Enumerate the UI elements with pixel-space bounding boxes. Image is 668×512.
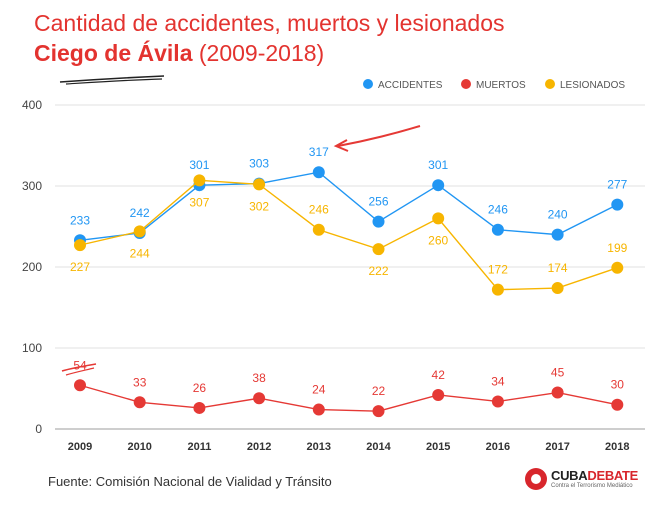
data-point-muertos xyxy=(611,398,624,411)
y-tick-label: 200 xyxy=(22,260,42,274)
data-label-muertos: 42 xyxy=(432,368,446,382)
data-label-accidentes: 317 xyxy=(309,145,329,159)
legend-label-accidentes: ACCIDENTES xyxy=(378,80,443,91)
data-point-muertos xyxy=(193,401,206,414)
data-label-muertos: 45 xyxy=(551,366,565,380)
series-line-accidentes xyxy=(79,171,618,241)
data-label-accidentes: 256 xyxy=(368,195,388,209)
y-tick-label: 400 xyxy=(22,98,42,112)
data-label-lesionados: 172 xyxy=(488,263,508,277)
data-point-lesionados xyxy=(193,174,206,187)
chart-title: Cantidad de accidentes, muertos y lesion… xyxy=(34,8,505,68)
data-label-accidentes: 277 xyxy=(607,178,627,192)
data-point-lesionados xyxy=(74,239,86,252)
legend-label-muertos: MUERTOS xyxy=(476,80,526,91)
data-point-lesionados xyxy=(372,243,385,256)
data-label-lesionados: 260 xyxy=(428,233,448,247)
data-point-muertos xyxy=(74,379,86,392)
data-label-muertos: 26 xyxy=(193,381,207,395)
data-point-lesionados xyxy=(432,212,445,225)
data-label-accidentes: 242 xyxy=(130,206,150,220)
data-label-muertos: 24 xyxy=(312,383,326,397)
data-point-muertos xyxy=(491,395,504,408)
data-point-accidentes xyxy=(312,166,325,179)
data-point-muertos xyxy=(312,403,325,416)
brand-logo: CUBADEBATE Contra el Terrorismo Mediátic… xyxy=(525,468,638,490)
x-tick-label: 2014 xyxy=(366,441,391,453)
data-label-lesionados: 244 xyxy=(130,246,150,260)
legend-label-lesionados: LESIONADOS xyxy=(560,80,625,91)
data-label-accidentes: 301 xyxy=(428,158,448,172)
data-point-lesionados xyxy=(312,223,325,236)
x-tick-label: 2009 xyxy=(68,441,92,453)
data-label-accidentes: 233 xyxy=(70,213,90,227)
x-tick-label: 2018 xyxy=(605,441,629,453)
data-point-accidentes xyxy=(432,179,445,192)
data-label-muertos: 38 xyxy=(252,371,266,385)
data-point-muertos xyxy=(432,388,445,401)
data-label-lesionados: 174 xyxy=(548,261,568,275)
legend-marker-lesionados xyxy=(545,79,555,89)
data-point-lesionados xyxy=(133,225,146,238)
series-line-muertos xyxy=(79,384,618,412)
brand-name: CUBADEBATE xyxy=(551,468,639,483)
annotation-scribble xyxy=(65,367,95,376)
x-tick-label: 2015 xyxy=(426,441,450,453)
y-tick-label: 0 xyxy=(35,422,42,436)
x-tick-label: 2016 xyxy=(486,441,510,453)
data-point-accidentes xyxy=(491,223,504,236)
annotation-arrowhead xyxy=(333,139,349,152)
data-point-lesionados xyxy=(551,282,564,295)
data-point-muertos xyxy=(551,386,564,399)
data-label-lesionados: 222 xyxy=(368,264,388,278)
data-label-muertos: 30 xyxy=(611,378,625,392)
data-label-muertos: 22 xyxy=(372,384,386,398)
x-tick-label: 2010 xyxy=(127,441,151,453)
data-label-accidentes: 240 xyxy=(548,208,568,222)
data-label-lesionados: 302 xyxy=(249,199,269,213)
title-years: (2009-2018) xyxy=(198,40,325,66)
source-note: Fuente: Comisión Nacional de Vialidad y … xyxy=(48,474,332,489)
brand-tagline: Contra el Terrorismo Mediático xyxy=(551,483,633,489)
data-label-accidentes: 301 xyxy=(189,158,209,172)
data-label-muertos: 34 xyxy=(491,374,505,388)
data-label-lesionados: 246 xyxy=(309,203,329,217)
data-label-lesionados: 199 xyxy=(607,241,627,255)
x-tick-label: 2013 xyxy=(307,441,331,453)
brand-mark-icon xyxy=(525,468,547,490)
data-label-lesionados: 307 xyxy=(189,195,209,209)
y-tick-label: 100 xyxy=(22,341,42,355)
x-tick-label: 2012 xyxy=(247,441,271,453)
data-label-accidentes: 303 xyxy=(249,157,269,171)
annotation-scribble xyxy=(61,363,97,372)
legend-marker-muertos xyxy=(461,79,471,89)
x-tick-label: 2017 xyxy=(545,441,569,453)
data-point-accidentes xyxy=(611,198,624,211)
data-point-accidentes xyxy=(551,228,564,241)
data-point-lesionados xyxy=(253,178,266,191)
title-line-1: Cantidad de accidentes, muertos y lesion… xyxy=(34,10,505,36)
y-tick-label: 300 xyxy=(22,179,42,193)
data-point-accidentes xyxy=(372,215,385,228)
data-point-muertos xyxy=(372,405,385,418)
data-label-lesionados: 227 xyxy=(70,260,90,274)
data-label-muertos: 33 xyxy=(133,375,147,389)
x-tick-label: 2011 xyxy=(187,441,211,453)
series-line-lesionados xyxy=(79,179,618,291)
data-point-lesionados xyxy=(611,261,624,274)
title-underline xyxy=(59,75,165,85)
legend-marker-accidentes xyxy=(363,79,373,89)
data-point-muertos xyxy=(133,396,146,409)
data-label-accidentes: 246 xyxy=(488,203,508,217)
data-point-lesionados xyxy=(491,283,504,296)
data-label-muertos: 54 xyxy=(73,358,87,372)
data-point-muertos xyxy=(253,392,266,405)
title-place: Ciego de Ávila xyxy=(34,40,193,66)
annotation-arrow xyxy=(337,125,421,147)
